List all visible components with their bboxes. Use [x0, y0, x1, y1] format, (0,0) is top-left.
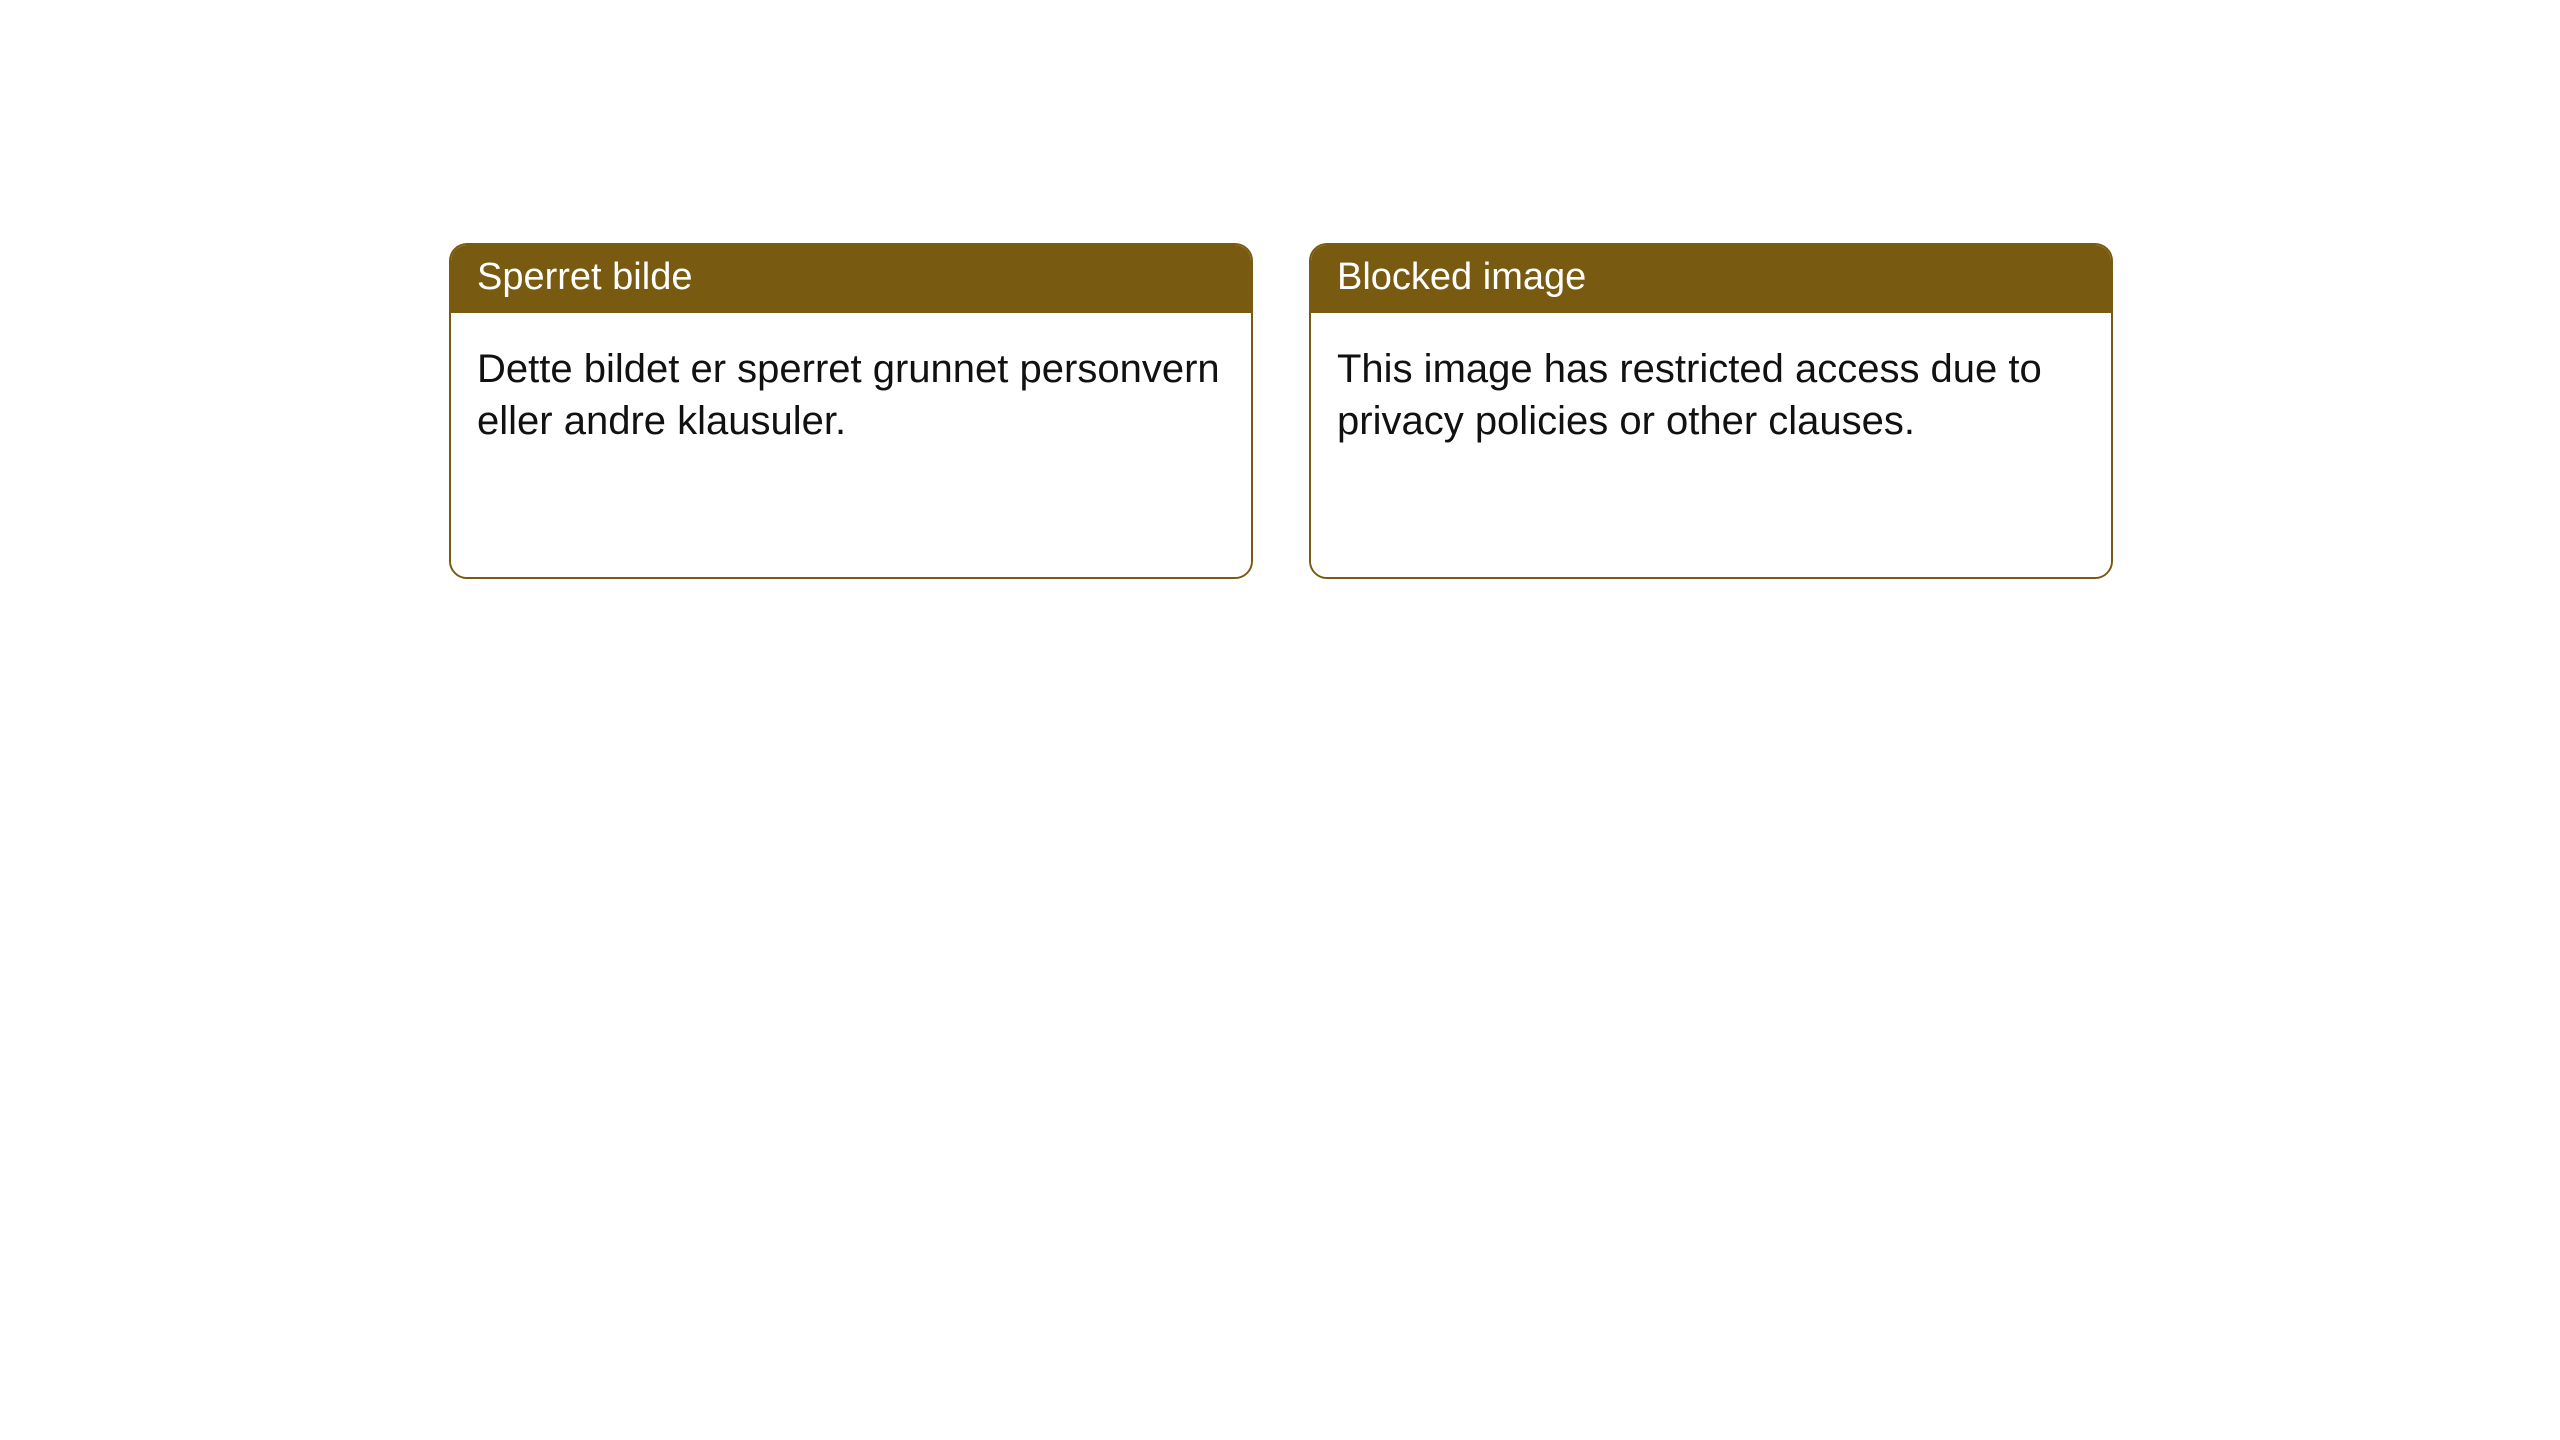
card-title-no: Sperret bilde: [451, 245, 1251, 313]
blocked-image-card-en: Blocked image This image has restricted …: [1309, 243, 2113, 579]
card-body-no: Dette bildet er sperret grunnet personve…: [451, 313, 1251, 577]
card-body-en: This image has restricted access due to …: [1311, 313, 2111, 577]
notice-card-row: Sperret bilde Dette bildet er sperret gr…: [0, 0, 2560, 579]
blocked-image-card-no: Sperret bilde Dette bildet er sperret gr…: [449, 243, 1253, 579]
card-title-en: Blocked image: [1311, 245, 2111, 313]
